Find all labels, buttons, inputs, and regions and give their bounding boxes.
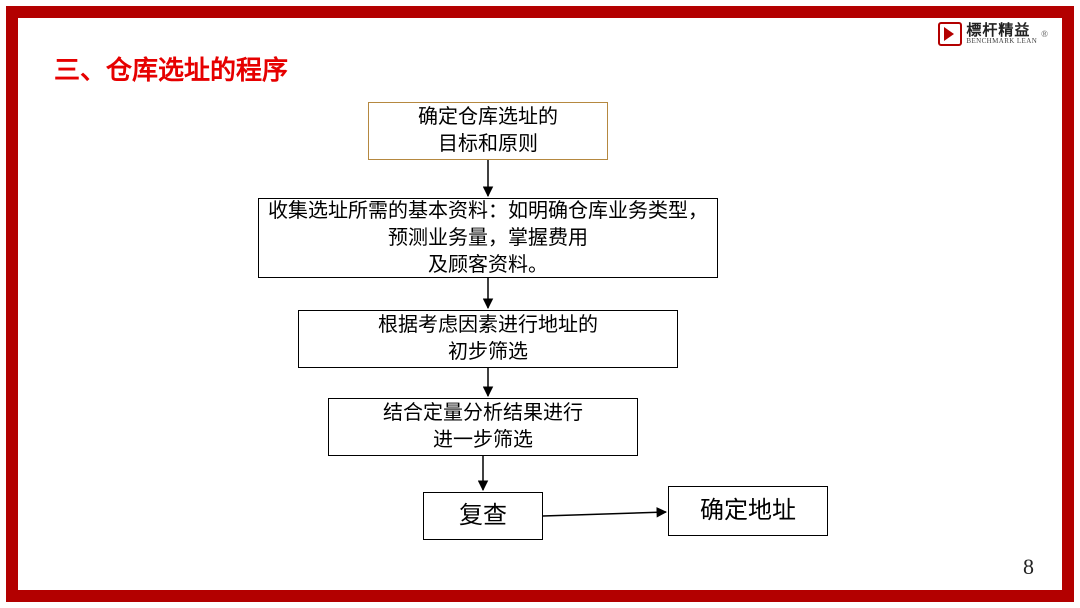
logo-text: 標杆精益 BENCHMARK LEAN: [966, 23, 1037, 45]
page-title: 三、仓库选址的程序: [54, 50, 288, 87]
flow-node-review: 复查: [423, 492, 543, 540]
node-line: 预测业务量，掌握费用: [268, 225, 708, 252]
flow-node-collect: 收集选址所需的基本资料：如明确仓库业务类型， 预测业务量，掌握费用 及顾客资料。: [258, 198, 718, 278]
node-line: 收集选址所需的基本资料：如明确仓库业务类型，: [268, 198, 708, 225]
brand-logo: 標杆精益 BENCHMARK LEAN ®: [938, 22, 1048, 46]
node-line: 确定仓库选址的: [418, 104, 558, 131]
slide-body: 三、仓库选址的程序 標杆精益 BENCHMARK LEAN ® 确定仓库选址的 …: [18, 18, 1062, 590]
node-text: 确定地址: [692, 491, 804, 531]
node-line: 根据考虑因素进行地址的: [378, 312, 598, 339]
logo-en: BENCHMARK LEAN: [966, 38, 1037, 45]
flow-node-final: 确定地址: [668, 486, 828, 536]
logo-icon: [938, 22, 962, 46]
flow-node-prelim: 根据考虑因素进行地址的 初步筛选: [298, 310, 678, 368]
node-line: 初步筛选: [378, 339, 598, 366]
node-line: 进一步筛选: [383, 427, 583, 454]
flow-node-goals: 确定仓库选址的 目标和原则: [368, 102, 608, 160]
node-line: 及顾客资料。: [268, 252, 708, 279]
flowchart: 确定仓库选址的 目标和原则 收集选址所需的基本资料：如明确仓库业务类型， 预测业…: [68, 88, 1008, 578]
node-text: 复查: [451, 496, 515, 536]
slide-frame: 三、仓库选址的程序 標杆精益 BENCHMARK LEAN ® 确定仓库选址的 …: [6, 6, 1074, 602]
registered-mark: ®: [1041, 29, 1048, 39]
node-line: 结合定量分析结果进行: [383, 400, 583, 427]
page-number: 8: [1023, 554, 1034, 580]
flow-node-quant: 结合定量分析结果进行 进一步筛选: [328, 398, 638, 456]
node-line: 目标和原则: [418, 131, 558, 158]
logo-cn: 標杆精益: [966, 23, 1037, 38]
